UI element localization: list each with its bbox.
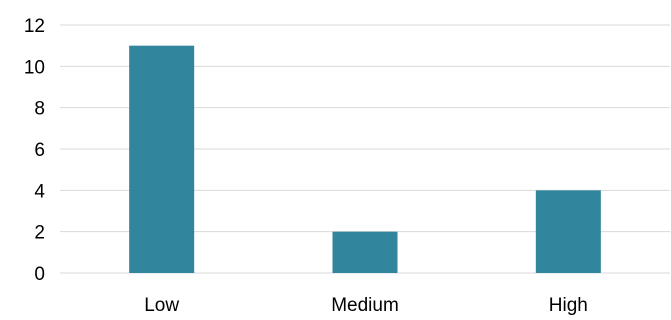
bars [129,45,601,273]
y-tick-label: 10 [24,57,45,78]
y-tick-label: 0 [34,264,45,285]
y-tick-label: 8 [34,99,45,120]
bar-medium [332,231,398,273]
y-tick-label: 4 [34,181,45,202]
x-category-label: High [549,295,588,316]
y-tick-label: 2 [34,223,45,244]
bar-low [129,45,195,273]
y-tick-label: 12 [24,16,45,37]
x-category-label: Low [144,295,179,316]
bar-high [535,190,601,273]
x-axis-category-labels: Low Medium High [144,295,588,316]
y-axis-tick-labels: 0 2 4 6 8 10 12 [24,16,46,285]
x-category-label: Medium [331,295,399,316]
y-tick-label: 6 [34,140,45,161]
